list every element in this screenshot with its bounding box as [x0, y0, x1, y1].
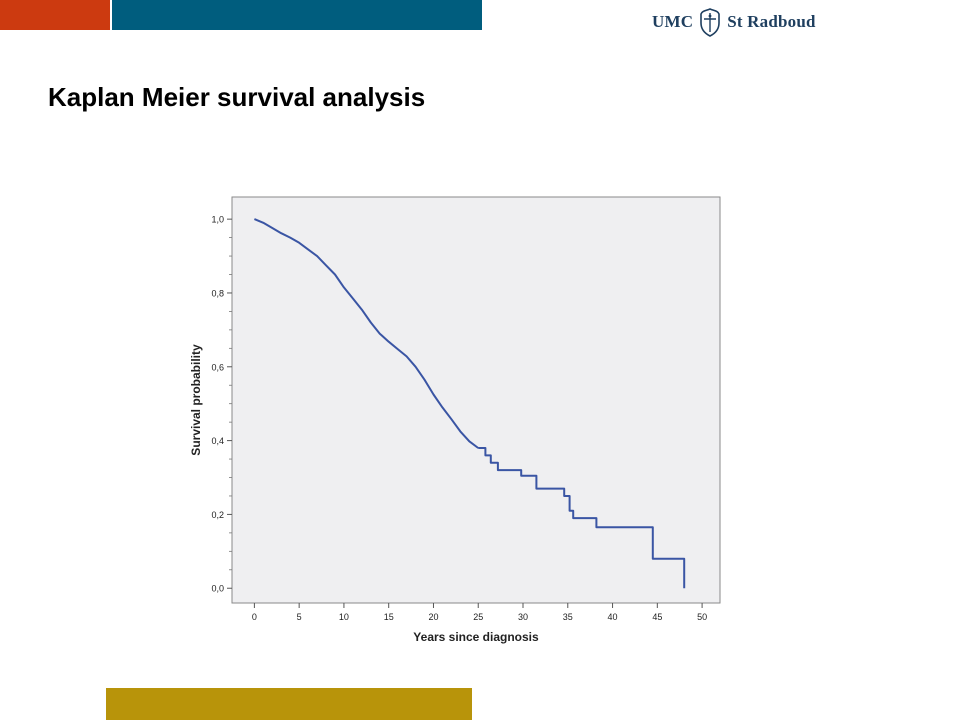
x-tick-label: 15	[384, 612, 394, 622]
survival-curve	[254, 218, 479, 449]
header-bar-teal	[112, 0, 482, 30]
shield-crest-icon	[700, 8, 721, 37]
y-tick-label: 0,6	[211, 362, 224, 372]
series-layer	[254, 218, 686, 589]
x-axis: 0 5 10 15 20 25 30 35 40 45 50	[252, 603, 707, 622]
x-tick-label: 30	[518, 612, 528, 622]
slide-title: Kaplan Meier survival analysis	[48, 82, 426, 112]
y-tick-label: 1,0	[211, 215, 224, 225]
y-axis-label: Survival probability	[189, 344, 203, 456]
survival-curve	[478, 447, 686, 589]
y-tick-label: 0,2	[211, 510, 224, 520]
header-bar-red	[0, 0, 110, 30]
logo-radboud-text: St Radboud	[727, 12, 816, 31]
umc-st-radboud-logo: UMC St Radboud	[652, 5, 816, 39]
logo-umc-text: UMC	[652, 12, 694, 31]
x-tick-label: 5	[297, 612, 302, 622]
footer-bar-gold	[106, 688, 472, 720]
y-tick-label: 0,8	[211, 288, 224, 298]
y-tick-label: 0,4	[211, 436, 224, 446]
x-tick-label: 0	[252, 612, 257, 622]
y-axis: 0,0 0,2 0,4 0,6 0,8 1,0	[211, 215, 232, 594]
x-tick-label: 40	[608, 612, 618, 622]
x-tick-label: 10	[339, 612, 349, 622]
plot-area	[231, 196, 721, 604]
x-tick-label: 20	[428, 612, 438, 622]
x-tick-label: 50	[697, 612, 707, 622]
survival-chart: 0,00,20,40,60,81,0 0 5 10 15 20 25 30 35 40 45 50 …	[189, 196, 721, 644]
y-tick-label: 0,0	[211, 584, 224, 594]
x-tick-label: 25	[473, 612, 483, 622]
x-tick-label: 35	[563, 612, 573, 622]
x-tick-label: 45	[652, 612, 662, 622]
x-axis-label: Years since diagnosis	[413, 630, 539, 644]
